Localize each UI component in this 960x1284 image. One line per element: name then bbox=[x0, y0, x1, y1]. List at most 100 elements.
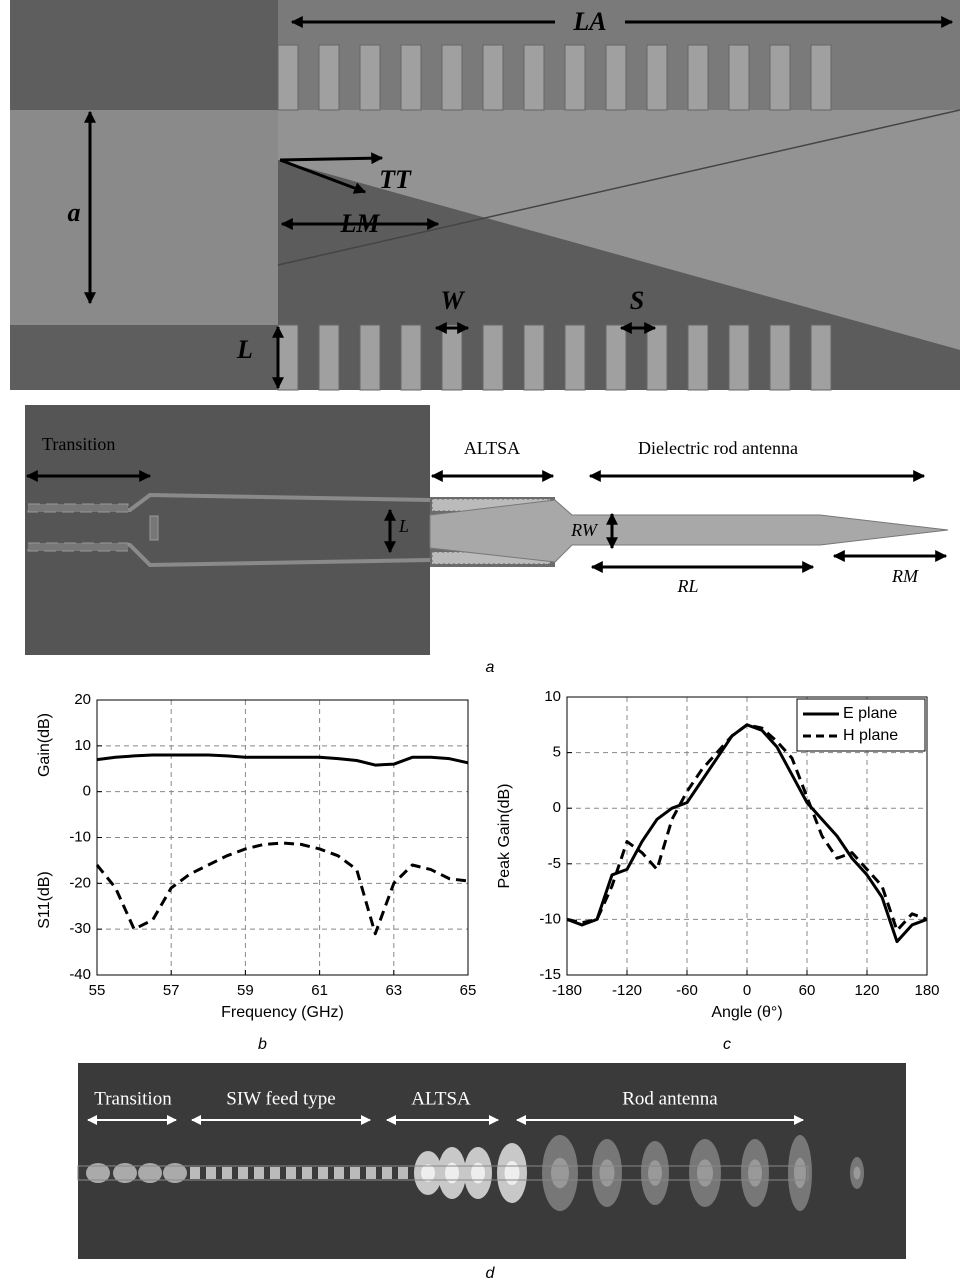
slot bbox=[606, 325, 626, 390]
slot bbox=[483, 325, 503, 390]
slot bbox=[524, 45, 544, 110]
blob bbox=[398, 1167, 408, 1179]
label: RL bbox=[676, 576, 698, 596]
antenna-layout: Transition ALTSA Dielectric rod antenna … bbox=[25, 405, 948, 676]
blob bbox=[270, 1167, 280, 1179]
y-tick-label: -30 bbox=[69, 920, 91, 937]
x-tick-label: 57 bbox=[163, 982, 180, 999]
blob bbox=[697, 1159, 713, 1186]
figure: LA a TT LM W S L Transition ALTSA Dielec… bbox=[0, 0, 960, 1284]
slot bbox=[524, 325, 544, 390]
label: Transition bbox=[94, 1088, 172, 1109]
slot bbox=[360, 325, 380, 390]
label: RW bbox=[570, 520, 599, 540]
x-tick-label: -180 bbox=[552, 982, 582, 999]
label: TT bbox=[379, 165, 412, 194]
slot bbox=[401, 325, 421, 390]
slot bbox=[606, 45, 626, 110]
field-bg bbox=[78, 1063, 906, 1259]
x-tick-label: -120 bbox=[612, 982, 642, 999]
blob bbox=[505, 1161, 520, 1185]
slot bbox=[319, 325, 339, 390]
y-tick-label: -10 bbox=[69, 828, 91, 845]
slot bbox=[278, 325, 298, 390]
x-tick-label: 63 bbox=[385, 982, 402, 999]
y-tick-label: -20 bbox=[69, 874, 91, 891]
x-axis-label: Frequency (GHz) bbox=[221, 1004, 344, 1021]
slot bbox=[811, 325, 831, 390]
x-tick-label: 59 bbox=[237, 982, 254, 999]
slot bbox=[319, 45, 339, 110]
blob bbox=[238, 1167, 248, 1179]
label: RM bbox=[891, 566, 919, 586]
x-tick-label: 55 bbox=[89, 982, 106, 999]
blob bbox=[190, 1167, 200, 1179]
y-tick-label: 5 bbox=[553, 744, 561, 761]
blob bbox=[334, 1167, 344, 1179]
label: LM bbox=[340, 209, 381, 238]
legend-label: H plane bbox=[843, 727, 898, 744]
blob bbox=[206, 1167, 216, 1179]
field-plot: Transition SIW feed type ALTSA Rod anten… bbox=[78, 1063, 906, 1282]
caption: d bbox=[486, 1265, 496, 1282]
feed bbox=[10, 110, 278, 325]
blob bbox=[222, 1167, 232, 1179]
y-tick-label: 0 bbox=[83, 783, 91, 800]
blob bbox=[794, 1158, 806, 1188]
y-tick-label: 10 bbox=[74, 737, 91, 754]
slot bbox=[729, 45, 749, 110]
slot bbox=[565, 45, 585, 110]
blob bbox=[302, 1167, 312, 1179]
antenna-top-view: LA a TT LM W S L bbox=[10, 0, 960, 390]
slot bbox=[647, 325, 667, 390]
stub bbox=[150, 516, 158, 540]
label: S bbox=[630, 286, 644, 315]
blob bbox=[854, 1167, 861, 1180]
vias bbox=[28, 543, 128, 551]
arrow bbox=[280, 158, 382, 160]
y-tick-label: -10 bbox=[539, 910, 561, 927]
y-tick-label: 20 bbox=[74, 691, 91, 708]
slot bbox=[770, 325, 790, 390]
label: a bbox=[68, 198, 81, 227]
slot bbox=[770, 45, 790, 110]
label: Transition bbox=[42, 434, 115, 454]
y-axis-label: Peak Gain(dB) bbox=[496, 784, 513, 889]
blob bbox=[748, 1159, 762, 1186]
label: L bbox=[236, 335, 253, 364]
blob bbox=[318, 1167, 328, 1179]
label: LA bbox=[572, 7, 606, 36]
slot bbox=[278, 45, 298, 110]
y-tick-label: 0 bbox=[553, 799, 561, 816]
blob bbox=[600, 1159, 615, 1186]
label: Dielectric rod antenna bbox=[638, 438, 798, 458]
x-tick-label: -60 bbox=[676, 982, 698, 999]
slot bbox=[442, 45, 462, 110]
label: ALTSA bbox=[464, 438, 520, 458]
slot bbox=[360, 45, 380, 110]
x-tick-label: 60 bbox=[799, 982, 816, 999]
label: SIW feed type bbox=[226, 1088, 335, 1109]
x-axis-label: Angle (θ°) bbox=[711, 1004, 782, 1021]
caption: a bbox=[486, 659, 495, 676]
blob bbox=[350, 1167, 360, 1179]
y-tick-label: -15 bbox=[539, 966, 561, 983]
blob bbox=[421, 1164, 435, 1182]
blob bbox=[366, 1167, 376, 1179]
x-tick-label: 120 bbox=[854, 982, 879, 999]
label: ALTSA bbox=[411, 1088, 471, 1109]
blob bbox=[254, 1167, 264, 1179]
slot bbox=[401, 45, 421, 110]
x-tick-label: 61 bbox=[311, 982, 328, 999]
slot bbox=[442, 325, 462, 390]
vias bbox=[28, 504, 128, 512]
y-axis-label: Gain(dB) bbox=[36, 713, 53, 777]
y-tick-label: -40 bbox=[69, 966, 91, 983]
slot bbox=[688, 45, 708, 110]
caption: c bbox=[723, 1036, 731, 1053]
x-tick-label: 0 bbox=[743, 982, 751, 999]
slot bbox=[688, 325, 708, 390]
label: W bbox=[440, 286, 465, 315]
blob bbox=[551, 1158, 569, 1188]
